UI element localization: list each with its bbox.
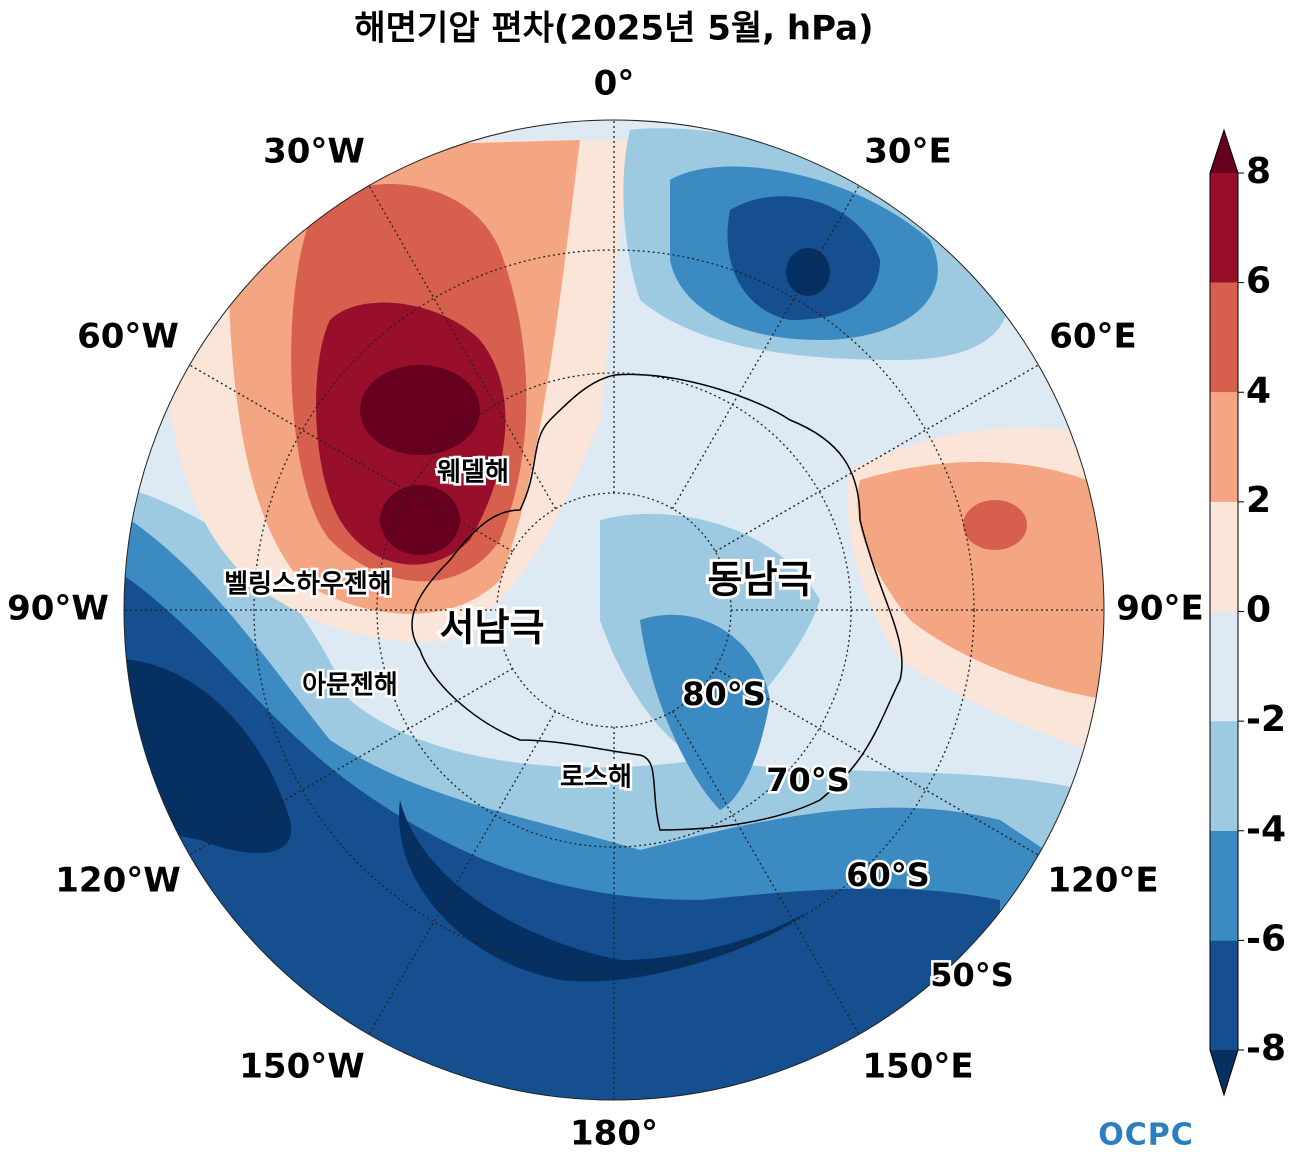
lon-label: 120°E <box>1047 861 1158 901</box>
colorbar-segment <box>1210 940 1238 1050</box>
longitude-labels: 0° 30°E 60°E 90°E 120°E 150°E 180° 150°W… <box>7 64 1204 1154</box>
colorbar-tick-label: -6 <box>1246 918 1286 959</box>
meridian <box>714 364 1039 553</box>
lon-label: 0° <box>594 64 635 104</box>
region-labels: 웨델해 벨링스하우젠해 아문젠해 로스해 서남극 동남극 <box>222 455 816 795</box>
meridian <box>368 185 557 510</box>
meridian <box>714 667 1039 856</box>
lon-label: 150°W <box>239 1047 364 1087</box>
meridian <box>189 667 514 856</box>
colorbar-segment <box>1210 611 1238 722</box>
colorbar-segment <box>1210 392 1238 502</box>
meridian <box>189 364 514 553</box>
lat-label: 60°S <box>846 856 930 894</box>
colorbar-tick-label: -4 <box>1246 809 1286 850</box>
colorbar-segment <box>1210 501 1238 612</box>
lat-label: 70°S <box>766 761 850 799</box>
title: 해면기압 편차(2025년 5월, hPa) <box>354 9 873 49</box>
region-label: 아문젠해 <box>302 671 398 701</box>
logo: OCPC <box>1098 1118 1194 1153</box>
lat-label: 80°S <box>682 675 766 713</box>
colorbar-segment <box>1210 721 1238 831</box>
lon-label: 90°E <box>1116 589 1204 629</box>
lat-label: 50°S <box>930 956 1014 994</box>
lon-label: 180° <box>570 1114 658 1154</box>
graticule <box>123 119 1105 1101</box>
colorbar-segment <box>1210 830 1238 941</box>
lon-label: 120°W <box>55 861 180 901</box>
lon-label: 60°E <box>1049 317 1137 357</box>
region-label: 벨링스하우젠해 <box>224 570 391 600</box>
lon-label: 90°W <box>7 589 109 629</box>
latitude-labels: 80°S 70°S 60°S 50°S <box>680 673 1017 997</box>
colorbar-tick-label: 2 <box>1246 480 1271 521</box>
colorbar-segment <box>1210 282 1238 393</box>
colorbar-under <box>1210 1050 1238 1095</box>
region-label: 동남극 <box>708 558 813 602</box>
colorbar-tick-label: -2 <box>1246 699 1286 740</box>
meridian <box>368 710 557 1035</box>
colorbar: -8 -6 -4 -2 0 2 4 6 8 <box>1209 128 1286 1097</box>
colorbar-tick-label: 4 <box>1246 370 1271 411</box>
colorbar-tick-label: 8 <box>1246 151 1271 192</box>
region-label: 웨델해 <box>437 458 509 488</box>
lon-label: 30°E <box>864 132 952 172</box>
colorbar-tick-label: 0 <box>1246 590 1271 631</box>
region-label: 로스해 <box>560 763 632 793</box>
lon-label: 60°W <box>77 317 179 357</box>
colorbar-tick-label: 6 <box>1246 261 1271 302</box>
pressure-field <box>124 120 1104 1100</box>
colorbar-over <box>1210 130 1238 173</box>
lon-label: 30°W <box>263 132 365 172</box>
colorbar-segment <box>1210 173 1238 283</box>
meridian <box>671 185 860 510</box>
coastline <box>411 373 903 831</box>
region-label: 서남극 <box>440 606 545 650</box>
lon-label: 150°E <box>862 1047 973 1087</box>
colorbar-tick-label: -8 <box>1246 1028 1286 1069</box>
meridian <box>671 710 860 1035</box>
